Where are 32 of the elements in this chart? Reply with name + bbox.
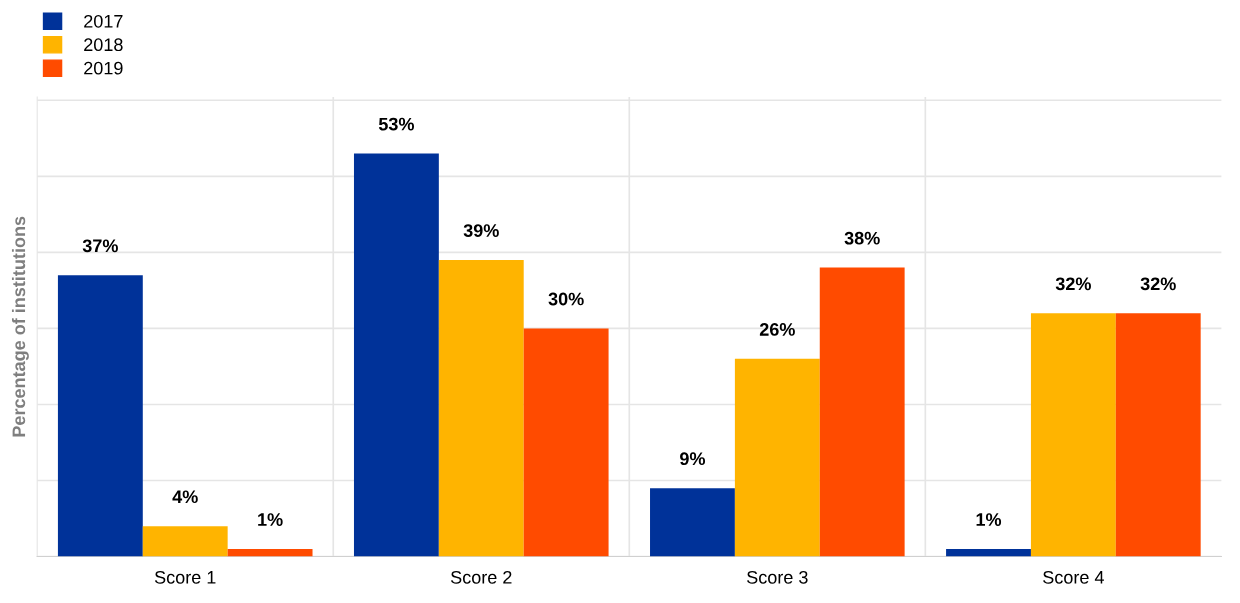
data-label: 39% <box>463 224 499 237</box>
data-label: 32% <box>1140 277 1176 291</box>
data-label: 4% <box>172 490 198 504</box>
x-tick-label: Score 1 <box>154 570 216 584</box>
bar <box>142 526 228 557</box>
data-label: 1% <box>976 513 1002 526</box>
bar <box>946 548 1031 557</box>
bar <box>353 153 439 557</box>
y-axis-title: Percentage of institutions <box>11 216 29 437</box>
x-tick-label: Score 3 <box>747 570 808 584</box>
x-tick-label: Score 2 <box>450 570 512 584</box>
legend-label: 2017 <box>84 14 123 28</box>
data-label: 37% <box>82 239 118 253</box>
legend-label: 2019 <box>84 61 123 75</box>
bar <box>523 328 609 557</box>
data-label: 9% <box>680 452 706 466</box>
bar <box>650 488 735 557</box>
bar <box>734 358 820 557</box>
x-tick-label: Score 4 <box>1043 570 1104 584</box>
data-label: 53% <box>378 117 414 131</box>
data-label: 30% <box>548 292 584 306</box>
bar <box>227 548 313 557</box>
bar <box>1115 313 1201 557</box>
bar <box>438 259 524 557</box>
data-label: 32% <box>1055 277 1091 291</box>
legend-label: 2018 <box>84 38 123 52</box>
bar <box>57 275 143 557</box>
bar <box>1030 313 1116 557</box>
bar <box>819 267 905 557</box>
data-label: 1% <box>258 513 283 526</box>
data-label: 38% <box>844 231 880 245</box>
data-label: 26% <box>759 323 795 336</box>
